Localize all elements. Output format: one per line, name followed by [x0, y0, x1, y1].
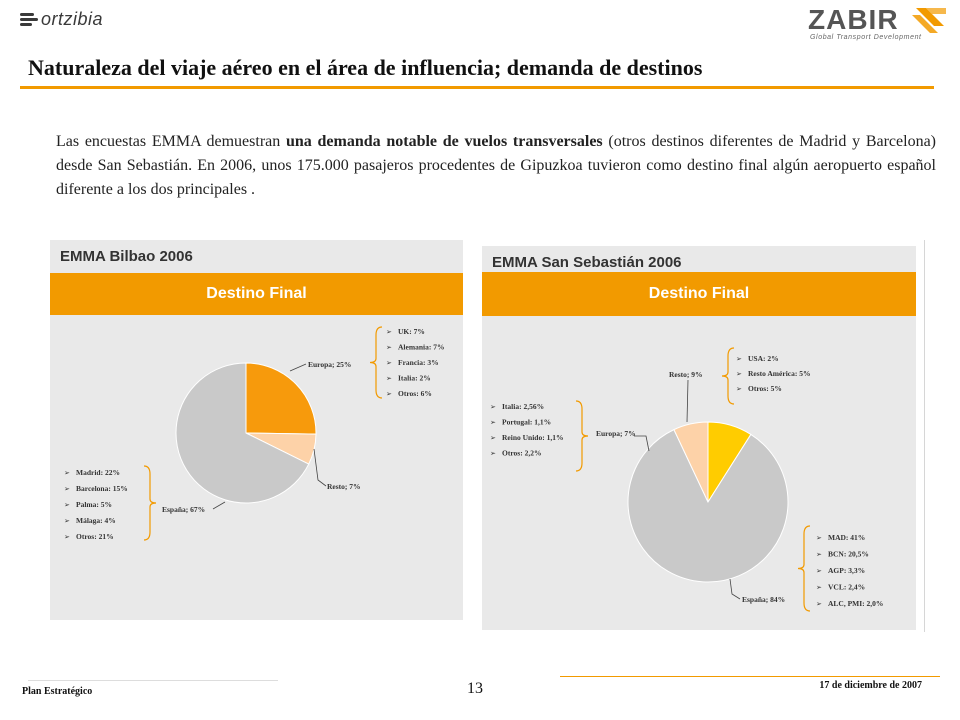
ss-leader-espana: [729, 578, 741, 600]
ss-espana-detail-item: MAD: 41%: [828, 533, 865, 542]
footer-left-rule: [28, 680, 278, 681]
bilbao-espana-detail-bullet-icon: ➢: [64, 533, 70, 541]
ss-europa-detail-bullet-icon: ➢: [490, 450, 496, 458]
footer-right-rule: [560, 676, 940, 677]
zabir-logo-text: ZABIR: [808, 4, 899, 35]
bilbao-espana-detail-bullet-icon: ➢: [64, 501, 70, 509]
bilbao-label-espana: España; 67%: [162, 505, 205, 514]
title-divider: [20, 86, 934, 89]
ss-espana-detail-item: BCN: 20,5%: [828, 550, 869, 559]
bilbao-chart-title: EMMA Bilbao 2006: [60, 248, 193, 265]
ss-label-resto: Resto; 9%: [669, 370, 703, 379]
ss-espana-detail-bullet-icon: ➢: [816, 551, 822, 559]
bilbao-pie-chart: Europa; 25% Resto; 7% España; 67% ➢ UK: 7% ➢ A…: [64, 326, 444, 541]
ss-brace-europa: [575, 400, 589, 472]
bilbao-europa-detail-item: Otros: 6%: [398, 389, 432, 398]
sansebastian-chart-title: EMMA San Sebastián 2006: [492, 254, 682, 271]
sansebastian-panel: EMMA San Sebastián 2006 Destino Final Re…: [482, 246, 916, 630]
zabir-logo: ZABIR Global Transport Development: [808, 4, 948, 46]
bilbao-label-resto: Resto; 7%: [327, 482, 361, 491]
ortzibia-logo: ortzibia: [20, 8, 103, 30]
bilbao-leader-europa: [289, 363, 307, 372]
bilbao-europa-detail-bullet-icon: ➢: [386, 375, 392, 383]
bilbao-europa-detail-item: Italia: 2%: [398, 374, 431, 383]
footer-date: 17 de diciembre de 2007: [819, 680, 922, 691]
ss-espana-detail-item: VCL: 2,4%: [828, 583, 865, 592]
bilbao-espana-detail-bullet-icon: ➢: [64, 517, 70, 525]
right-edge-divider: [924, 240, 925, 632]
bilbao-espana-detail-item: Barcelona: 15%: [76, 484, 128, 493]
ss-europa-detail-bullet-icon: ➢: [490, 403, 496, 411]
bilbao-slice: [175, 362, 310, 504]
ss-leader-europa: [634, 435, 650, 452]
bilbao-leader-resto: [313, 448, 327, 487]
ss-resto-detail-bullet-icon: ➢: [736, 355, 742, 363]
bilbao-leader-espana: [212, 501, 226, 510]
ss-espana-detail-bullet-icon: ➢: [816, 584, 822, 592]
bilbao-espana-detail-bullet-icon: ➢: [64, 485, 70, 493]
bilbao-europa-detail-item: Alemania: 7%: [398, 343, 444, 352]
ss-slice: [673, 421, 709, 503]
footer-plan-label: Plan Estratégico: [22, 686, 93, 697]
ss-slice: [627, 428, 789, 583]
bilbao-espana-detail-item: Otros: 21%: [76, 532, 114, 541]
ss-label-espana: España; 84%: [742, 595, 785, 604]
ss-europa-detail-bullet-icon: ➢: [490, 434, 496, 442]
ss-brace-resto: [721, 347, 735, 405]
ss-europa-detail-bullet-icon: ➢: [490, 419, 496, 427]
bilbao-slice: [245, 362, 317, 435]
intro-bold-text: una demanda notable de vuelos transversa…: [285, 133, 603, 150]
zabir-logo-tagline: Global Transport Development: [810, 34, 922, 41]
bilbao-europa-detail-bullet-icon: ➢: [386, 328, 392, 336]
bilbao-brace-europa: [369, 326, 383, 399]
intro-text-2: (otros destinos diferentes de Madrid y B…: [56, 133, 936, 198]
bilbao-europa-detail-bullet-icon: ➢: [386, 359, 392, 367]
zabir-stripes-icon: [912, 8, 946, 33]
bilbao-label-europa: Europa; 25%: [308, 360, 351, 369]
bilbao-espana-detail-item: Málaga: 4%: [76, 516, 116, 525]
sansebastian-pie-chart: Resto; 9% Europa; 7% España; 84% ➢ USA: 2% ➢ R…: [490, 347, 883, 612]
ss-europa-detail-item: Italia: 2,56%: [502, 402, 544, 411]
ss-espana-detail-bullet-icon: ➢: [816, 534, 822, 542]
ss-brace-espana: [797, 525, 811, 612]
ss-resto-detail-item: Otros: 5%: [748, 384, 782, 393]
bilbao-europa-detail-bullet-icon: ➢: [386, 390, 392, 398]
ss-resto-detail-item: Resto América: 5%: [748, 369, 810, 378]
page-title: Naturaleza del viaje aéreo en el área de…: [28, 55, 703, 80]
sansebastian-destino-bar: Destino Final: [482, 272, 916, 316]
ss-espana-detail-item: AGP: 3,3%: [828, 566, 865, 575]
ortzibia-logo-text: ortzibia: [41, 8, 104, 29]
intro-text-1: Las encuestas EMMA demuestran: [56, 133, 286, 150]
bilbao-brace-espana: [143, 465, 157, 541]
ss-leader-resto: [686, 379, 689, 423]
ss-espana-detail-bullet-icon: ➢: [816, 600, 822, 608]
intro-paragraph: Las encuestas EMMA demuestran una demand…: [56, 130, 936, 202]
bilbao-espana-detail-item: Madrid: 22%: [76, 468, 120, 477]
bilbao-espana-detail-item: Palma: 5%: [76, 500, 112, 509]
ss-europa-detail-item: Otros: 2,2%: [502, 449, 541, 458]
bilbao-panel: EMMA Bilbao 2006 Destino Final Europa; 2…: [50, 240, 463, 620]
logo-mark-icon: [20, 12, 38, 26]
ss-resto-detail-item: USA: 2%: [748, 354, 779, 363]
page-number: 13: [467, 680, 483, 697]
bilbao-europa-detail-bullet-icon: ➢: [386, 344, 392, 352]
bilbao-destino-bar: Destino Final: [50, 273, 463, 315]
ss-espana-detail-bullet-icon: ➢: [816, 567, 822, 575]
ss-resto-detail-bullet-icon: ➢: [736, 370, 742, 378]
ss-europa-detail-item: Reino Unido: 1,1%: [502, 433, 563, 442]
ss-resto-detail-bullet-icon: ➢: [736, 385, 742, 393]
bilbao-espana-detail-bullet-icon: ➢: [64, 469, 70, 477]
bilbao-europa-detail-item: Francia: 3%: [398, 358, 439, 367]
ss-label-europa: Europa; 7%: [596, 429, 636, 438]
bilbao-europa-detail-item: UK: 7%: [398, 327, 425, 336]
ss-espana-detail-item: ALC, PMI: 2,0%: [828, 599, 883, 608]
ss-europa-detail-item: Portugal: 1,1%: [502, 418, 551, 427]
